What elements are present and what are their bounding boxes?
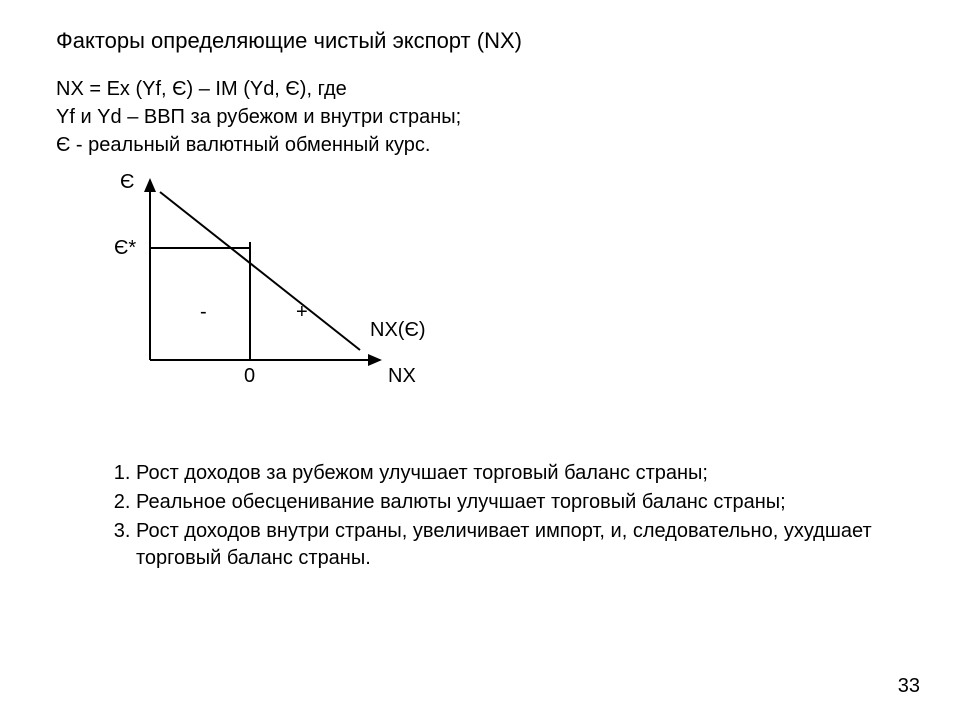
- list-item: Реальное обесценивание валюты улучшает т…: [136, 489, 890, 516]
- definition-line-2: Є - реальный валютный обменный курс.: [56, 134, 430, 157]
- svg-text:Є*: Є*: [114, 237, 136, 259]
- definition-line-1: Yf и Yd – ВВП за рубежом и внутри страны…: [56, 106, 461, 129]
- page-number: 33: [898, 675, 920, 698]
- svg-text:-: -: [200, 301, 207, 323]
- svg-text:NX(Є): NX(Є): [370, 319, 425, 341]
- nx-chart-svg: Є NX Є* 0 - + NX(Є): [100, 160, 440, 400]
- svg-text:Є: Є: [120, 171, 134, 193]
- factors-list: Рост доходов за рубежом улучшает торговы…: [110, 460, 890, 574]
- svg-text:+: +: [296, 301, 308, 323]
- formula-line: NX = Ex (Yf, Є) – IM (Yd, Є), где: [56, 78, 347, 101]
- svg-text:0: 0: [244, 365, 255, 387]
- list-item: Рост доходов за рубежом улучшает торговы…: [136, 460, 890, 487]
- slide: Факторы определяющие чистый экспорт (NX)…: [0, 0, 960, 720]
- svg-text:NX: NX: [388, 365, 416, 387]
- nx-chart: Є NX Є* 0 - + NX(Є): [100, 160, 440, 400]
- page-title: Факторы определяющие чистый экспорт (NX): [56, 28, 522, 54]
- list-item: Рост доходов внутри страны, увеличивает …: [136, 518, 890, 572]
